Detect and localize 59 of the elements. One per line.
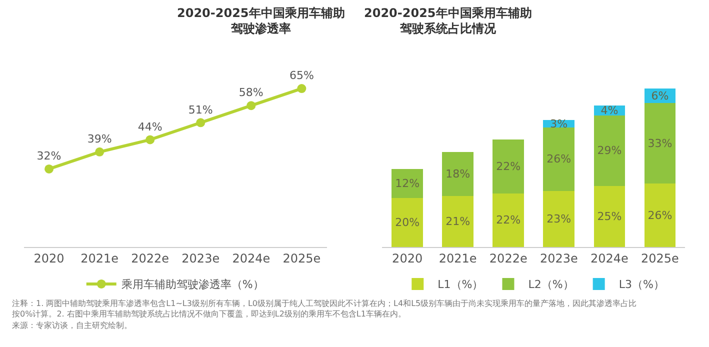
- bar: [492, 140, 524, 194]
- point: [44, 164, 54, 174]
- bar: [392, 168, 423, 198]
- bar: [644, 103, 676, 184]
- bar: [543, 190, 575, 247]
- data-label: 39%: [87, 132, 112, 146]
- bar: [492, 193, 524, 247]
- data-label: 32%: [36, 150, 62, 163]
- x-tick-label: 2022e: [131, 251, 170, 266]
- bar: [594, 186, 626, 247]
- text: 注释：1. 两图中辅助驾驶乘用车渗透率包含L1~L3级别所有车辆，L0级别属于纯人工驾驶因此不计算在内；L4和L5级别车辆由于尚未实现乘用车的量产落地，因此其渗透率占比按0%计算。2. 右图中乘用车辅助驾驶系统占比情况不做向下覆盖，即达到L2级别的乘用车不包含L1车辆在内。: [12, 299, 637, 318]
- x-tick-label: 2022e: [489, 251, 528, 266]
- data-label: 33%: [648, 136, 672, 150]
- data-label: 23%: [546, 212, 572, 226]
- data-label: 3%: [550, 117, 568, 130]
- chart-title: 2020-2025年中国乘用车辅助驾驶渗透率: [177, 6, 345, 36]
- x-tick-label: 2023e: [182, 251, 220, 266]
- bar: [442, 152, 474, 196]
- data-label: 26%: [546, 152, 572, 166]
- legend-label: L3（%）: [618, 278, 664, 292]
- bar: [392, 198, 423, 247]
- data-label: 22%: [496, 160, 521, 174]
- legend-label: 乘用车辅助驾驶渗透率（%）: [121, 278, 264, 292]
- legend-label: L2（%）: [528, 278, 574, 292]
- x-tick-label: 2025e: [282, 251, 321, 266]
- data-label: 26%: [648, 208, 672, 222]
- data-label: 4%: [600, 104, 618, 117]
- data-label: 25%: [597, 210, 622, 224]
- data-label: 18%: [446, 167, 470, 180]
- data-label: 21%: [446, 214, 470, 228]
- bar: [442, 196, 474, 247]
- bar: [594, 115, 626, 186]
- data-label: 58%: [238, 86, 264, 100]
- chart-title: 2020-2025年中国乘用车辅助驾驶系统占比情况: [364, 6, 532, 36]
- x-tick-label: 2025e: [641, 251, 679, 266]
- data-label: 6%: [651, 89, 669, 102]
- point: [246, 101, 256, 110]
- data-label: 22%: [496, 214, 521, 227]
- legend-label: L1（%）: [438, 278, 484, 292]
- x-tick-label: 2020: [392, 251, 423, 266]
- point: [95, 147, 104, 156]
- bar: [644, 184, 676, 247]
- point: [196, 118, 206, 128]
- data-label: 51%: [188, 103, 213, 116]
- data-label: 29%: [597, 144, 622, 158]
- x-tick-label: 2023e: [540, 251, 578, 266]
- point: [297, 84, 306, 94]
- point: [146, 135, 155, 144]
- data-label: 44%: [138, 120, 162, 134]
- data-label: 12%: [395, 177, 420, 190]
- x-tick-label: 2021e: [80, 251, 119, 266]
- x-tick-label: 2024e: [590, 251, 628, 266]
- data-label: 20%: [395, 216, 420, 230]
- source-note: 来源：专家访谈，自主研究绘制。: [12, 321, 132, 330]
- x-tick-label: 2020: [34, 251, 64, 266]
- x-tick-label: 2024e: [232, 251, 270, 266]
- bar: [543, 128, 575, 191]
- data-label: 65%: [289, 69, 314, 82]
- x-tick-label: 2021e: [438, 251, 477, 266]
